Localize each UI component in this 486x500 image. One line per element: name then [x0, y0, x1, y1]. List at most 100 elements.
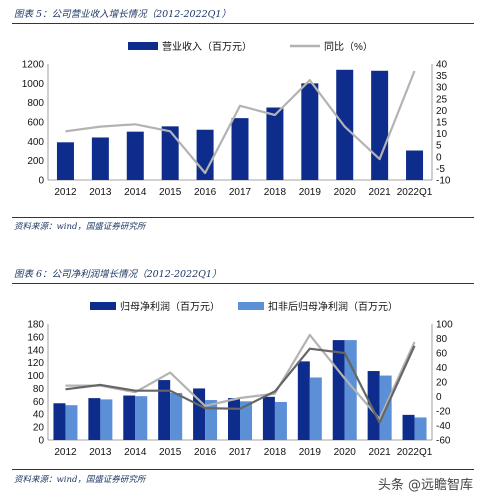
x-tick-label: 2021 [369, 187, 392, 198]
right-tick-label: 0 [436, 392, 442, 403]
left-tick-label: 800 [27, 98, 44, 109]
figure-5-title: 图表 5：公司营业收入增长情况（2012-2022Q1） [14, 9, 231, 20]
legend-label: 同比（%） [324, 41, 373, 53]
bar-primary [161, 126, 179, 180]
x-tick-label: 2013 [89, 447, 112, 458]
right-tick-label: 10 [436, 129, 448, 140]
series-line-1 [65, 333, 416, 421]
left-tick-label: 100 [27, 371, 44, 382]
left-tick-label: 0 [38, 436, 44, 447]
x-tick-label: 2013 [89, 187, 112, 198]
left-tick-label: 600 [27, 118, 44, 129]
figure-5-top-rule [12, 23, 474, 24]
right-tick-label: 100 [436, 320, 453, 331]
right-tick-label: -60 [436, 436, 451, 447]
x-tick-label: 2022Q1 [397, 447, 433, 458]
right-tick-label: -10 [436, 176, 451, 187]
legend-label: 扣非后归母净利润（百万元） [268, 300, 398, 313]
right-tick-label: 25 [436, 94, 448, 105]
bar-secondary [65, 405, 78, 440]
bar-secondary [205, 400, 218, 440]
watermark: 头条 @远瞻智库 [374, 473, 476, 494]
bar-primary [231, 118, 249, 180]
bar-secondary [309, 377, 322, 440]
bar-primary [297, 361, 310, 440]
left-tick-label: 1200 [22, 60, 45, 71]
bar-secondary [100, 399, 113, 440]
x-tick-label: 2022Q1 [397, 187, 433, 198]
left-tick-label: 1000 [22, 79, 45, 90]
right-tick-label: 0 [436, 152, 442, 163]
left-tick-label: 60 [33, 397, 45, 408]
revenue-chart: 020040060080010001200-10-505101520253035… [22, 40, 451, 198]
bar-secondary [344, 340, 357, 440]
right-tick-label: 5 [436, 141, 442, 152]
bar-primary [123, 395, 136, 440]
left-tick-label: 140 [27, 345, 44, 356]
left-tick-label: 80 [33, 384, 45, 395]
bar-primary [371, 70, 389, 180]
right-tick-label: 30 [436, 83, 448, 94]
bar-primary [301, 83, 319, 180]
bar-secondary [274, 401, 287, 440]
bar-secondary [240, 401, 252, 440]
x-tick-label: 2020 [334, 187, 357, 198]
left-tick-label: 200 [27, 156, 44, 167]
legend-swatch-bar [90, 302, 116, 310]
x-tick-label: 2012 [54, 187, 77, 198]
x-tick-label: 2017 [229, 187, 252, 198]
figure-5-bottom-rule [12, 217, 474, 218]
x-tick-label: 2020 [334, 447, 357, 458]
bar-primary [88, 398, 101, 440]
right-tick-label: 15 [436, 118, 448, 129]
right-tick-label: 40 [436, 363, 448, 374]
bar-primary [402, 414, 415, 440]
x-tick-label: 2016 [194, 447, 217, 458]
bar-secondary [135, 396, 148, 440]
figure-6-top-rule [12, 283, 474, 284]
figure-6-bottom-rule [12, 469, 474, 470]
bar-secondary [414, 417, 427, 440]
legend-swatch-bar [128, 42, 158, 50]
right-tick-label: 20 [436, 378, 448, 389]
x-tick-label: 2018 [264, 447, 287, 458]
legend-label: 营业收入（百万元） [162, 40, 252, 53]
left-tick-label: 180 [27, 320, 44, 331]
bar-primary [266, 107, 284, 180]
right-tick-label: -5 [436, 164, 445, 175]
legend-label: 归母净利润（百万元） [120, 300, 220, 313]
figure-5-source: 资料来源：wind，国盛证券研究所 [14, 222, 146, 232]
figure-6-source: 资料来源：wind，国盛证券研究所 [14, 475, 146, 485]
right-tick-label: -20 [436, 407, 451, 418]
bar-primary [262, 396, 275, 440]
figure-6-title: 图表 6：公司净利润增长情况（2012-2022Q1） [14, 269, 222, 280]
right-tick-label: -40 [436, 421, 451, 432]
x-tick-label: 2015 [159, 187, 182, 198]
right-tick-label: 20 [436, 106, 448, 117]
bar-primary [332, 340, 345, 440]
right-tick-label: 40 [436, 60, 448, 71]
series-line-1 [65, 70, 416, 175]
left-tick-label: 0 [38, 176, 44, 187]
bar-primary [158, 380, 171, 440]
left-tick-label: 400 [27, 137, 44, 148]
right-tick-label: 35 [436, 71, 448, 82]
bar-primary [126, 131, 144, 180]
bar-primary [406, 150, 424, 180]
legend-swatch-bar [238, 302, 264, 310]
left-tick-label: 160 [27, 332, 44, 343]
right-tick-label: 60 [436, 349, 448, 360]
x-tick-label: 2019 [299, 447, 322, 458]
x-tick-label: 2019 [299, 187, 322, 198]
bar-primary [91, 137, 109, 180]
bar-primary [193, 388, 206, 440]
x-tick-label: 2012 [54, 447, 77, 458]
x-tick-label: 2016 [194, 187, 217, 198]
bar-primary [56, 142, 74, 180]
x-tick-label: 2021 [369, 447, 392, 458]
bar-primary [53, 403, 66, 440]
x-tick-label: 2018 [264, 187, 287, 198]
right-tick-label: 80 [436, 334, 448, 345]
left-tick-label: 20 [33, 423, 45, 434]
